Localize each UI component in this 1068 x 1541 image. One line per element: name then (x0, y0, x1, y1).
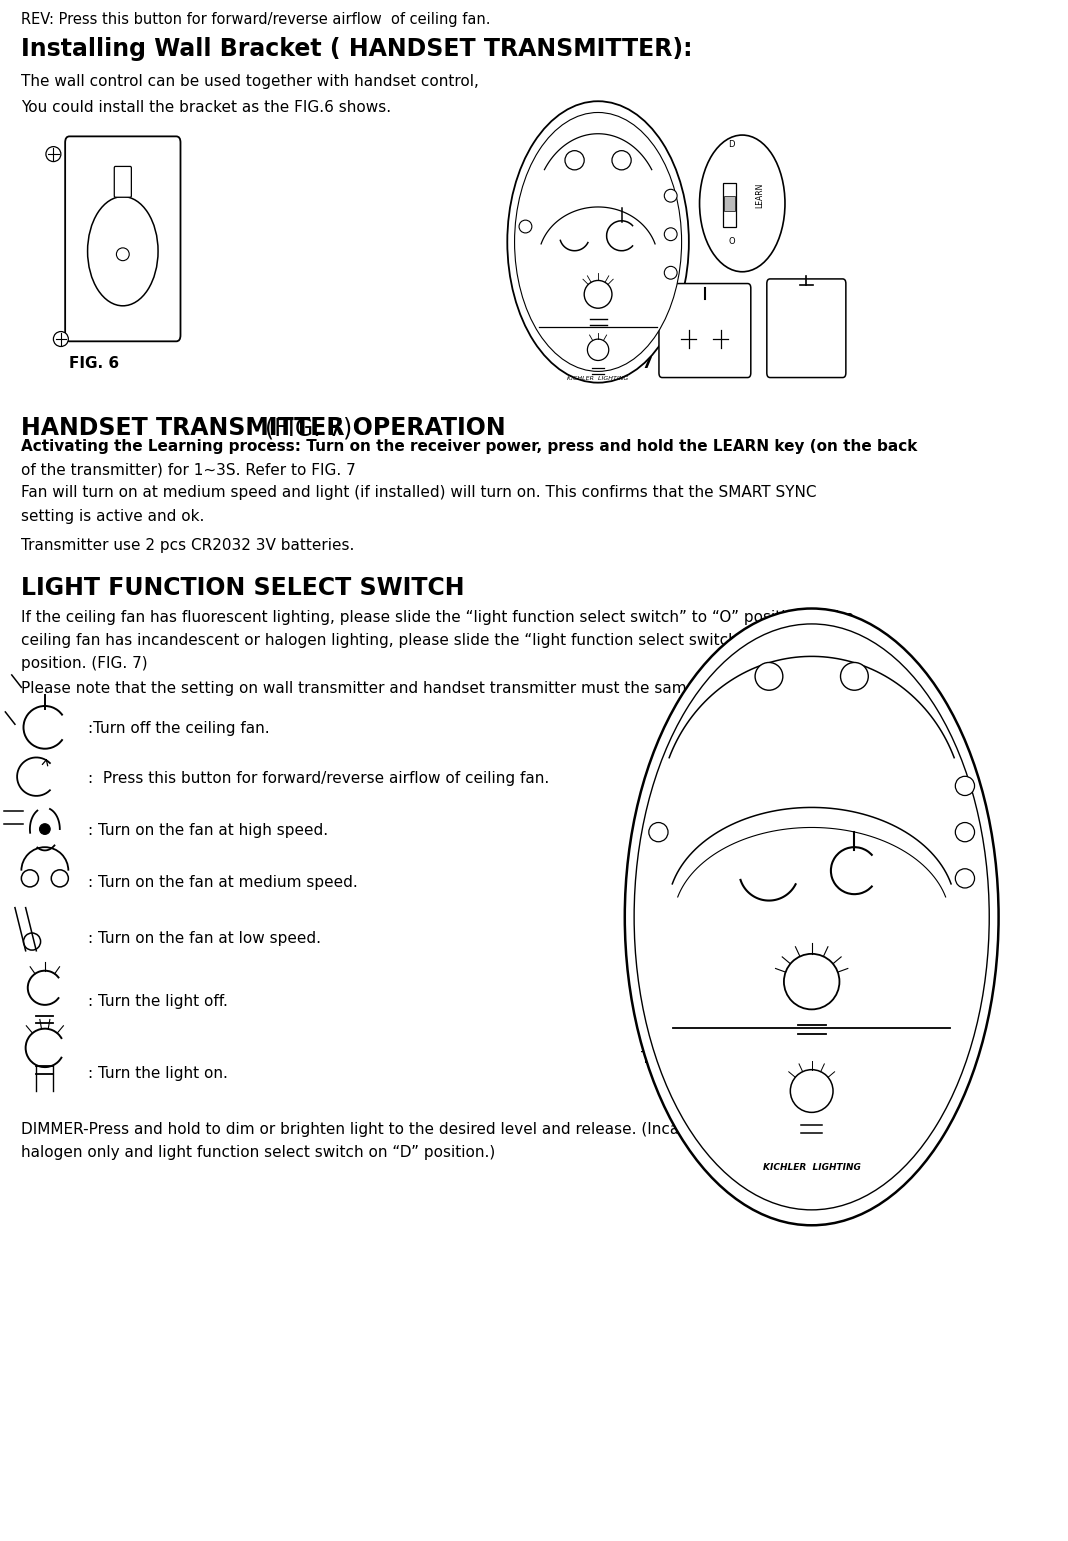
Text: : Turn on the fan at high speed.: : Turn on the fan at high speed. (88, 823, 328, 838)
Ellipse shape (116, 248, 129, 260)
Ellipse shape (625, 609, 999, 1225)
Text: The wall control can be used together with handset control,: The wall control can be used together wi… (21, 74, 480, 89)
Text: : Turn the light off.: : Turn the light off. (88, 994, 227, 1009)
Text: Transmitter use 2 pcs CR2032 3V batteries.: Transmitter use 2 pcs CR2032 3V batterie… (21, 538, 355, 553)
Ellipse shape (664, 228, 677, 240)
FancyBboxPatch shape (767, 279, 846, 378)
Bar (724, 196, 735, 211)
FancyBboxPatch shape (114, 166, 131, 197)
Text: DIMMER-Press and hold to dim or brighten light to the desired level and release.: DIMMER-Press and hold to dim or brighten… (21, 1122, 771, 1137)
Bar (723, 183, 736, 227)
Ellipse shape (612, 151, 631, 170)
Text: FIG. 6: FIG. 6 (69, 356, 120, 371)
FancyBboxPatch shape (659, 284, 751, 378)
Text: D: D (728, 140, 735, 149)
Text: : Turn on the fan at low speed.: : Turn on the fan at low speed. (88, 931, 320, 946)
Ellipse shape (790, 1069, 833, 1113)
Text: Installing Wall Bracket ( HANDSET TRANSMITTER):: Installing Wall Bracket ( HANDSET TRANSM… (21, 37, 693, 62)
Ellipse shape (584, 280, 612, 308)
Text: : Turn the light on.: : Turn the light on. (88, 1066, 227, 1082)
Ellipse shape (53, 331, 68, 347)
Ellipse shape (565, 151, 584, 170)
Text: :  Press this button for forward/reverse airflow of ceiling fan.: : Press this button for forward/reverse … (88, 770, 549, 786)
Ellipse shape (634, 624, 989, 1210)
Text: :Turn off the ceiling fan.: :Turn off the ceiling fan. (88, 721, 269, 737)
Ellipse shape (515, 112, 681, 371)
Text: ceiling fan has incandescent or halogen lighting, please slide the “light functi: ceiling fan has incandescent or halogen … (21, 633, 798, 649)
Text: You could install the bracket as the FIG.6 shows.: You could install the bracket as the FIG… (21, 100, 392, 116)
Ellipse shape (51, 869, 68, 888)
Text: setting is active and ok.: setting is active and ok. (21, 509, 205, 524)
Text: LIGHT FUNCTION SELECT SWITCH: LIGHT FUNCTION SELECT SWITCH (21, 576, 465, 601)
Text: Fan will turn on at medium speed and light (if installed) will turn on. This con: Fan will turn on at medium speed and lig… (21, 485, 817, 501)
Text: REV: Press this button for forward/reverse airflow  of ceiling fan.: REV: Press this button for forward/rever… (21, 12, 491, 28)
Ellipse shape (784, 954, 839, 1009)
Text: (FIG. 7): (FIG. 7) (265, 416, 352, 441)
Ellipse shape (88, 197, 158, 305)
Text: LEARN: LEARN (755, 183, 764, 208)
Text: Please note that the setting on wall transmitter and handset transmitter must th: Please note that the setting on wall tra… (21, 681, 702, 697)
Text: KICHLER  LIGHTING: KICHLER LIGHTING (763, 1163, 861, 1173)
Text: TR250B: TR250B (641, 1051, 701, 1066)
Text: KICHLER  LIGHTING: KICHLER LIGHTING (567, 376, 629, 381)
Text: halogen only and light function select switch on “D” position.): halogen only and light function select s… (21, 1145, 496, 1160)
Ellipse shape (664, 190, 677, 202)
Text: FIG. 7: FIG. 7 (603, 356, 654, 371)
Ellipse shape (664, 267, 677, 279)
Ellipse shape (587, 339, 609, 361)
Ellipse shape (956, 777, 974, 795)
Text: of the transmitter) for 1~3S. Refer to FIG. 7: of the transmitter) for 1~3S. Refer to F… (21, 462, 356, 478)
Ellipse shape (519, 220, 532, 233)
Ellipse shape (648, 823, 669, 841)
Ellipse shape (700, 136, 785, 271)
Ellipse shape (841, 663, 868, 690)
Ellipse shape (956, 869, 974, 888)
Text: : Turn on the fan at medium speed.: : Turn on the fan at medium speed. (88, 875, 358, 891)
Ellipse shape (755, 663, 783, 690)
FancyBboxPatch shape (65, 137, 180, 342)
Text: O: O (728, 237, 735, 247)
Ellipse shape (40, 824, 50, 834)
Text: HANDSET TRANSMITTER OPERATION: HANDSET TRANSMITTER OPERATION (21, 416, 514, 441)
Text: Activating the Learning process: Turn on the receiver power, press and hold the : Activating the Learning process: Turn on… (21, 439, 917, 455)
Text: position. (FIG. 7): position. (FIG. 7) (21, 656, 148, 672)
Ellipse shape (21, 869, 38, 888)
Text: If the ceiling fan has fluorescent lighting, please slide the “light function se: If the ceiling fan has fluorescent light… (21, 610, 854, 626)
Ellipse shape (507, 102, 689, 382)
Ellipse shape (956, 823, 974, 841)
Ellipse shape (23, 932, 41, 951)
Ellipse shape (46, 146, 61, 162)
